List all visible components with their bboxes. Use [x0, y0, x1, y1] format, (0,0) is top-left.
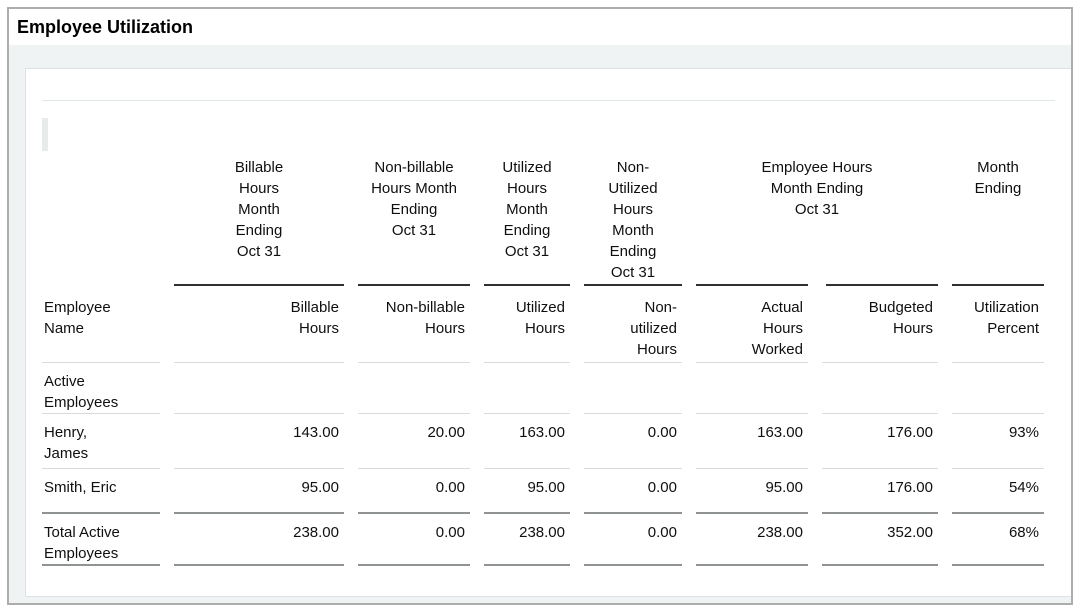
cell-value: 352.00 — [822, 514, 938, 566]
column-header: Non-billable Hours — [358, 288, 470, 363]
group-header-underline — [358, 284, 470, 286]
group-header-cell — [42, 155, 160, 288]
cell-value[interactable]: 54% — [952, 469, 1044, 514]
cell-value: 68% — [952, 514, 1044, 566]
group-header-underline — [584, 284, 682, 286]
column-header: Employee Name — [42, 288, 160, 363]
table-body: Active Employees Henry, James 143.00 20.00 1… — [42, 363, 1044, 566]
cell-value[interactable]: 20.00 — [358, 414, 470, 469]
cell-value — [584, 363, 682, 414]
cell-value[interactable]: 95.00 — [484, 469, 570, 514]
cell-value — [952, 363, 1044, 414]
cell-value[interactable]: 0.00 — [358, 469, 470, 514]
cell-value — [822, 363, 938, 414]
group-header-label: Billable Hours Month Ending Oct 31 — [234, 159, 284, 260]
group-header-row: Billable Hours Month Ending Oct 31 Non-bi… — [42, 155, 1044, 288]
cell-value — [484, 363, 570, 414]
cell-value: 0.00 — [358, 514, 470, 566]
column-header: Non- utilized Hours — [584, 288, 682, 363]
table-row: Henry, James 143.00 20.00 163.00 0.00 163.00 1… — [42, 414, 1044, 469]
cell-value[interactable]: 176.00 — [822, 414, 938, 469]
table-row: Smith, Eric 95.00 0.00 95.00 0.00 95.00 176.00… — [42, 469, 1044, 514]
cell-value[interactable]: 95.00 — [174, 469, 344, 514]
cell-value — [358, 363, 470, 414]
row-label[interactable]: Smith, Eric — [42, 469, 160, 514]
group-header-label: Employee Hours Month Ending Oct 31 — [761, 159, 873, 218]
group-header-underline — [696, 284, 938, 286]
cell-value[interactable]: 0.00 — [584, 469, 682, 514]
cell-value[interactable]: 163.00 — [696, 414, 808, 469]
group-header-label — [42, 155, 160, 157]
row-label: Total Active Employees — [42, 514, 160, 566]
group-header-label: Utilized Hours Month Ending Oct 31 — [502, 159, 552, 260]
cell-value[interactable]: 143.00 — [174, 414, 344, 469]
table-row: Active Employees — [42, 363, 1044, 414]
cell-value[interactable]: 0.00 — [584, 414, 682, 469]
group-header-underline — [484, 284, 570, 286]
cell-value — [696, 363, 808, 414]
group-header-underline — [174, 284, 344, 286]
column-header: Actual Hours Worked — [696, 288, 808, 363]
group-header-label: Month Ending — [974, 159, 1022, 197]
cell-value[interactable]: 163.00 — [484, 414, 570, 469]
group-header-cell: Billable Hours Month Ending Oct 31 — [174, 155, 344, 288]
utilization-table: Billable Hours Month Ending Oct 31 Non-bi… — [28, 155, 1058, 566]
column-header: Utilization Percent — [952, 288, 1044, 363]
cell-value: 238.00 — [484, 514, 570, 566]
row-label[interactable]: Henry, James — [42, 414, 160, 469]
row-label: Active Employees — [42, 363, 160, 414]
cell-value[interactable]: 93% — [952, 414, 1044, 469]
report-window: Employee Utilization Billable Hours Mont… — [7, 7, 1073, 605]
group-header-label: Non-billable Hours Month Ending Oct 31 — [371, 159, 457, 239]
cell-value: 238.00 — [696, 514, 808, 566]
group-header-cell: Month Ending — [952, 155, 1044, 288]
table-head: Billable Hours Month Ending Oct 31 Non-bi… — [42, 155, 1044, 363]
cell-value: 0.00 — [584, 514, 682, 566]
group-header-label: Non- Utilized Hours Month Ending Oct 31 — [608, 159, 658, 281]
column-header-row: Employee Name Billable Hours Non-billable … — [42, 288, 1044, 363]
cell-value[interactable]: 95.00 — [696, 469, 808, 514]
title-bar: Employee Utilization — [9, 9, 1071, 45]
cell-value: 238.00 — [174, 514, 344, 566]
group-header-cell: Non-billable Hours Month Ending Oct 31 — [358, 155, 470, 288]
cell-value[interactable]: 176.00 — [822, 469, 938, 514]
group-header-cell: Employee Hours Month Ending Oct 31 — [696, 155, 938, 288]
table-row: Total Active Employees 238.00 0.00 238.00 0.… — [42, 514, 1044, 566]
column-header: Budgeted Hours — [822, 288, 938, 363]
column-header: Utilized Hours — [484, 288, 570, 363]
group-header-cell: Non- Utilized Hours Month Ending Oct 31 — [584, 155, 682, 288]
report-card: Billable Hours Month Ending Oct 31 Non-bi… — [25, 68, 1071, 597]
report-title: Employee Utilization — [17, 16, 194, 37]
cell-value — [174, 363, 344, 414]
group-header-cell: Utilized Hours Month Ending Oct 31 — [484, 155, 570, 288]
left-edge-tab — [42, 118, 48, 151]
column-header: Billable Hours — [174, 288, 344, 363]
group-header-underline — [952, 284, 1044, 286]
card-divider — [42, 100, 1055, 101]
